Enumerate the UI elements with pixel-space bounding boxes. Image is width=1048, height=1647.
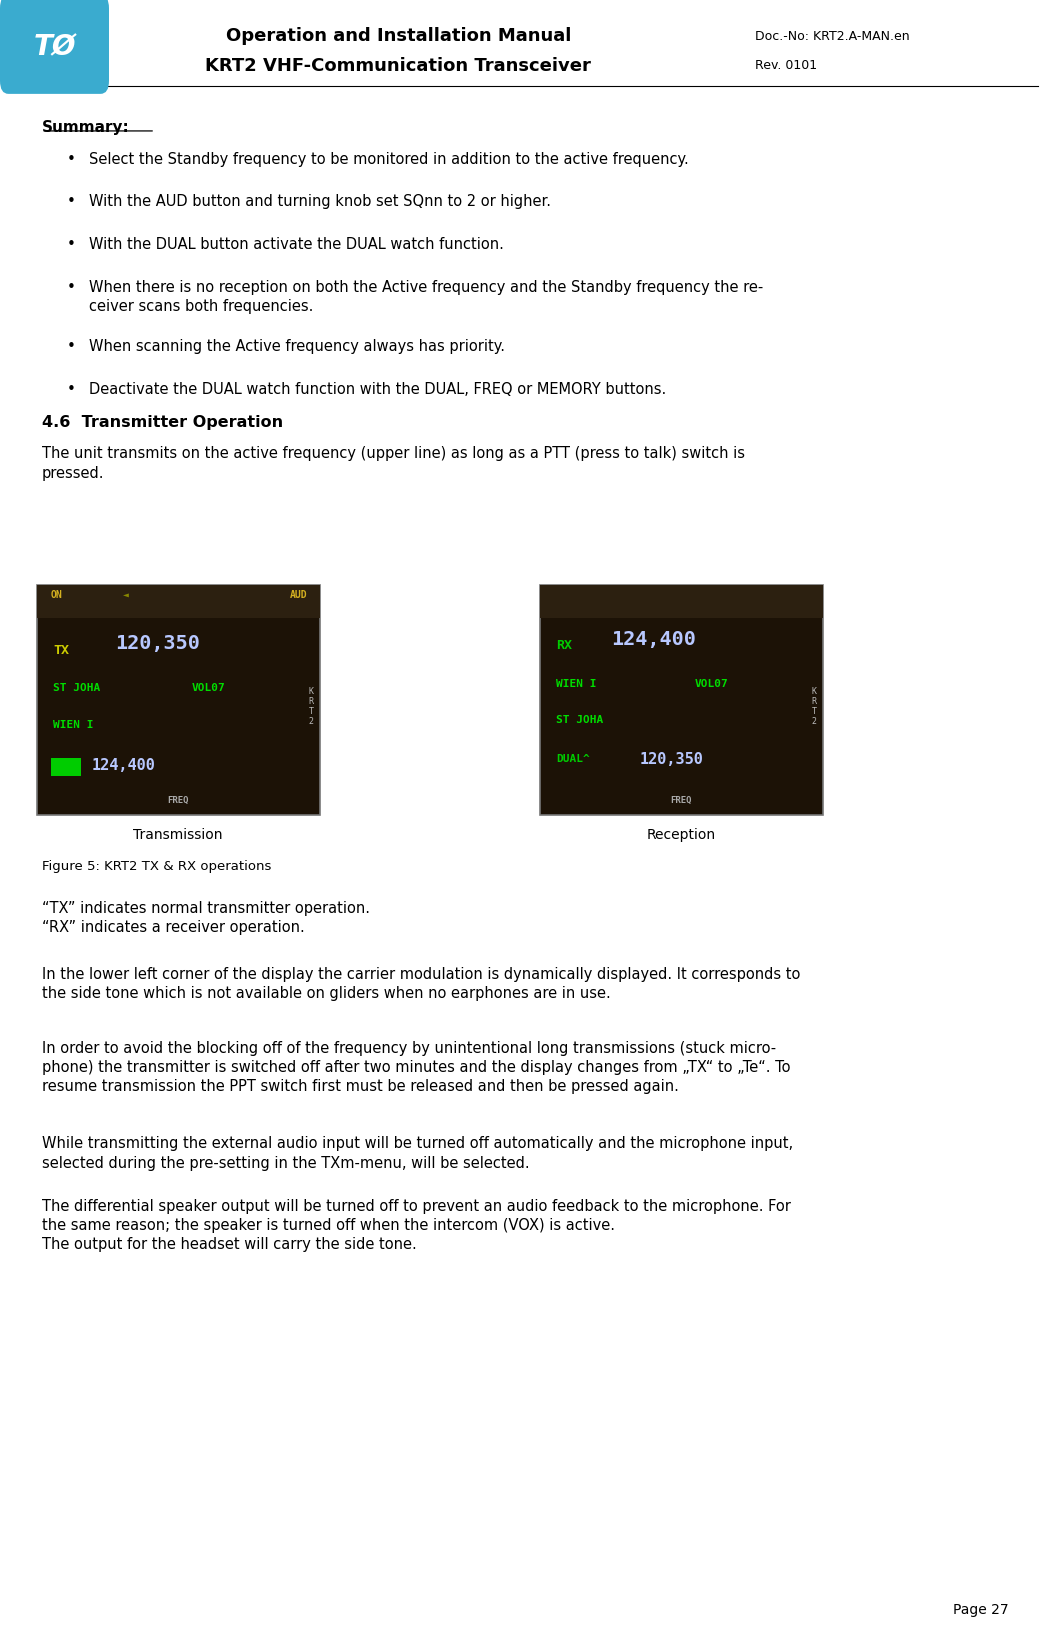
Text: Summary:: Summary: <box>42 120 130 135</box>
Text: VOL07: VOL07 <box>695 679 728 688</box>
Text: TØ: TØ <box>34 33 75 61</box>
Text: With the AUD button and turning knob set SQnn to 2 or higher.: With the AUD button and turning knob set… <box>89 194 551 209</box>
Text: FREQ: FREQ <box>168 796 189 805</box>
Text: The differential speaker output will be turned off to prevent an audio feedback : The differential speaker output will be … <box>42 1199 791 1252</box>
Text: •: • <box>67 194 75 209</box>
Text: RX: RX <box>556 639 572 652</box>
Text: Reception: Reception <box>647 828 716 843</box>
Text: 4.6  Transmitter Operation: 4.6 Transmitter Operation <box>42 415 283 430</box>
Text: 124,400: 124,400 <box>91 758 155 774</box>
Text: Deactivate the DUAL watch function with the DUAL, FREQ or MEMORY buttons.: Deactivate the DUAL watch function with … <box>89 382 667 397</box>
Text: While transmitting the external audio input will be turned off automatically and: While transmitting the external audio in… <box>42 1136 793 1171</box>
Text: FREQ: FREQ <box>671 796 692 805</box>
Text: AUD: AUD <box>289 590 307 600</box>
Text: 124,400: 124,400 <box>611 629 696 649</box>
Text: •: • <box>67 382 75 397</box>
Text: Select the Standby frequency to be monitored in addition to the active frequency: Select the Standby frequency to be monit… <box>89 152 689 166</box>
Bar <box>540 585 823 815</box>
Text: WIEN I: WIEN I <box>556 679 597 688</box>
Text: TX: TX <box>53 644 69 657</box>
Text: Doc.-No: KRT2.A-MAN.en: Doc.-No: KRT2.A-MAN.en <box>755 30 910 43</box>
Text: ST JOHA: ST JOHA <box>53 684 101 693</box>
Text: In order to avoid the blocking off of the frequency by unintentional long transm: In order to avoid the blocking off of th… <box>42 1041 790 1094</box>
Text: •: • <box>67 237 75 252</box>
Text: ON: ON <box>50 590 62 600</box>
Text: Rev. 0101: Rev. 0101 <box>755 59 816 72</box>
Text: In the lower left corner of the display the carrier modulation is dynamically di: In the lower left corner of the display … <box>42 967 801 1001</box>
Text: •: • <box>67 339 75 354</box>
Text: K
R
T
2: K R T 2 <box>811 687 816 726</box>
Text: “TX” indicates normal transmitter operation.
“RX” indicates a receiver operation: “TX” indicates normal transmitter operat… <box>42 901 370 935</box>
Text: The unit transmits on the active frequency (upper line) as long as a PTT (press : The unit transmits on the active frequen… <box>42 446 745 481</box>
Text: VOL07: VOL07 <box>192 684 225 693</box>
Text: ◄: ◄ <box>123 590 129 600</box>
Bar <box>540 585 823 618</box>
Text: WIEN I: WIEN I <box>53 720 94 730</box>
Text: Transmission: Transmission <box>133 828 223 843</box>
Text: With the DUAL button activate the DUAL watch function.: With the DUAL button activate the DUAL w… <box>89 237 504 252</box>
FancyBboxPatch shape <box>0 0 109 94</box>
Text: DUAL^: DUAL^ <box>556 754 590 764</box>
Text: •: • <box>67 280 75 295</box>
Bar <box>37 585 320 815</box>
Text: •: • <box>67 152 75 166</box>
Text: 120,350: 120,350 <box>115 634 200 654</box>
Text: KRT2 VHF-Communication Transceiver: KRT2 VHF-Communication Transceiver <box>205 58 591 74</box>
Text: When scanning the Active frequency always has priority.: When scanning the Active frequency alway… <box>89 339 505 354</box>
Text: 120,350: 120,350 <box>639 751 703 768</box>
Bar <box>37 585 320 618</box>
Text: ST JOHA: ST JOHA <box>556 715 604 725</box>
Text: Page 27: Page 27 <box>953 1603 1008 1617</box>
Text: Figure 5: KRT2 TX & RX operations: Figure 5: KRT2 TX & RX operations <box>42 860 271 873</box>
Bar <box>51 758 81 776</box>
Text: Operation and Installation Manual: Operation and Installation Manual <box>225 28 571 44</box>
Text: K
R
T
2: K R T 2 <box>308 687 313 726</box>
Text: When there is no reception on both the Active frequency and the Standby frequenc: When there is no reception on both the A… <box>89 280 763 315</box>
